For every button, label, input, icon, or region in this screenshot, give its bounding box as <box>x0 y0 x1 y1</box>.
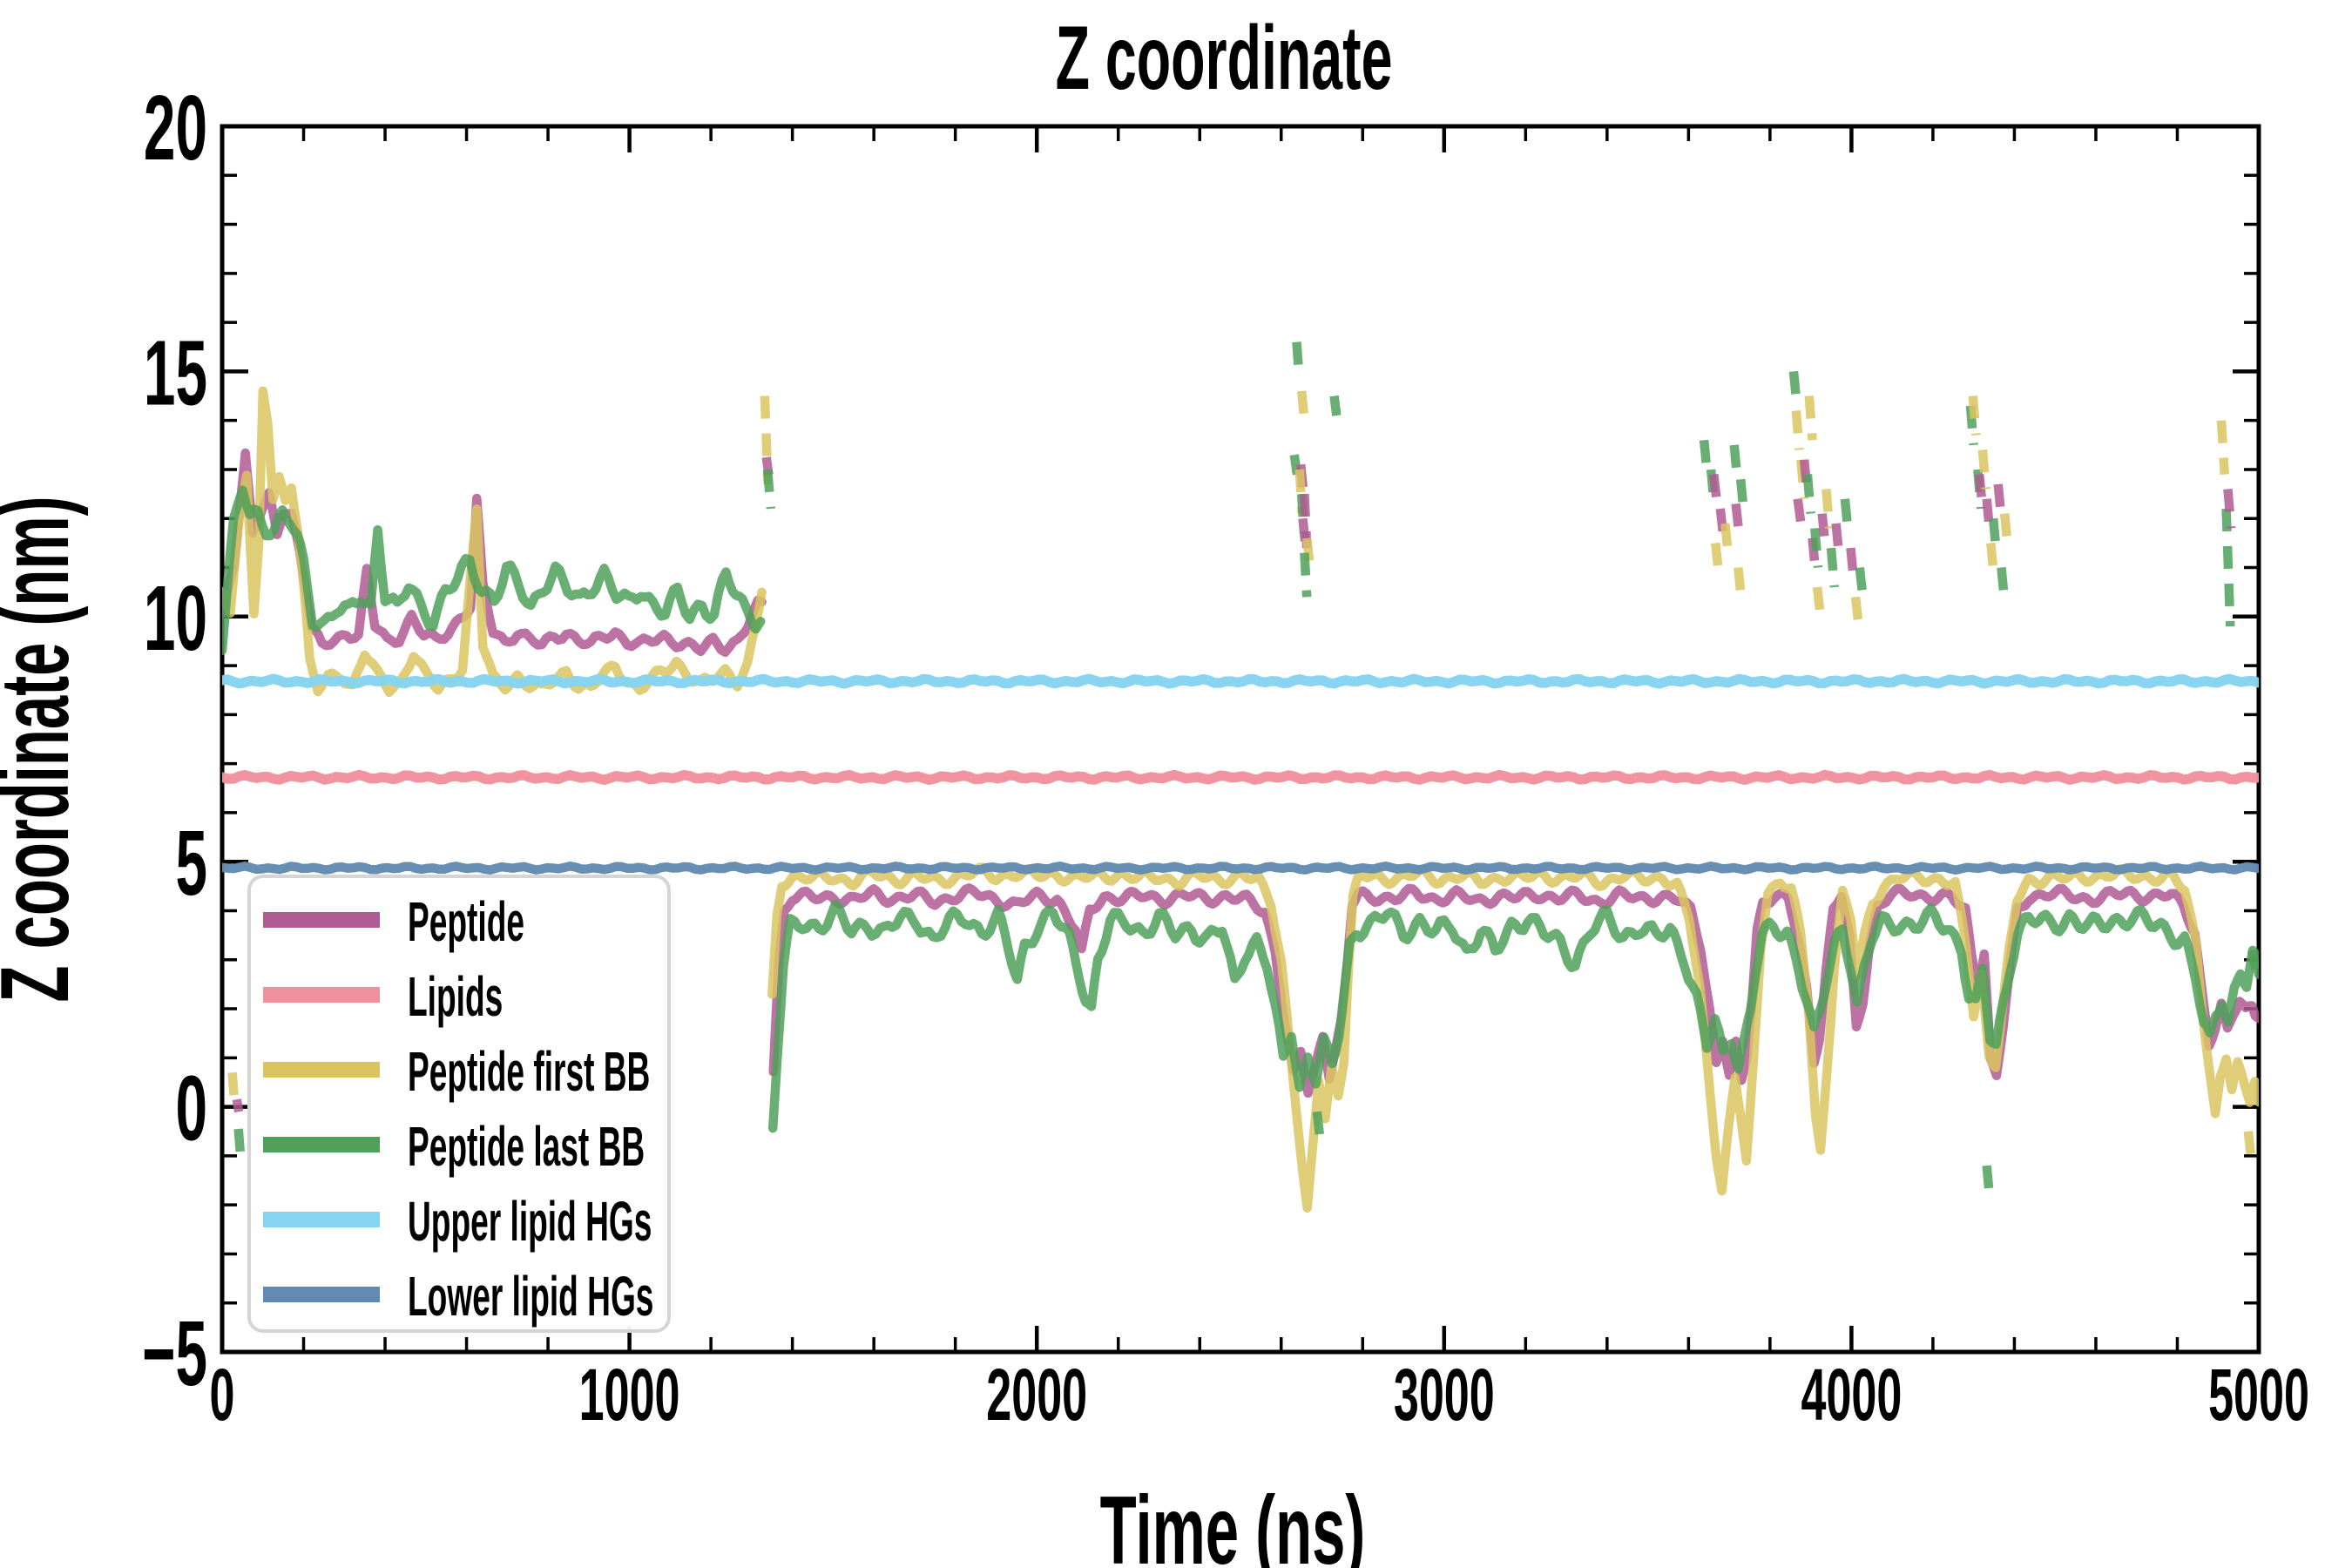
legend-label: Peptide first BB <box>408 1042 650 1104</box>
y-tick-label: 20 <box>144 76 207 179</box>
legend-label: Lipids <box>408 967 503 1029</box>
dashed-segment-peptide-first-bb <box>1711 542 1724 573</box>
legend-label: Lower lipid HGs <box>408 1267 653 1328</box>
dashed-segment-peptide-first-bb <box>1804 395 1817 441</box>
legend: Peptide Lipids Peptide first BB Peptide las… <box>247 875 671 1333</box>
y-axis-label: Z coordinate (nm) <box>0 496 89 1002</box>
dashed-segment-peptide <box>1846 547 1859 583</box>
dashed-segment-peptide-last-bb <box>1997 567 2010 603</box>
dashed-segment-peptide-first-bb <box>1977 449 1990 490</box>
x-axis-label: Time (ns) <box>1100 1476 1366 1568</box>
dashed-segment-peptide-first-bb <box>1812 586 1826 618</box>
dashed-segment-peptide <box>1993 483 2006 519</box>
y-tick-label: −5 <box>142 1301 207 1405</box>
chart-generated: 0 1000 2000 3000 4000 5000−505101520PeptideLi… <box>142 76 2309 1436</box>
dashed-segment-peptide <box>1715 508 1728 539</box>
dashed-segment-peptide-last-bb <box>1729 444 1742 480</box>
dashed-segment-peptide-last-bb <box>1810 528 1823 568</box>
dashed-segment-peptide-last-bb <box>1802 474 1815 515</box>
dashed-segment-peptide <box>232 1098 244 1113</box>
dashed-segment-peptide-first-bb <box>1850 596 1864 627</box>
dashed-segment-peptide-first-bb <box>1734 567 1747 603</box>
legend-item-peptide-first-bb: Peptide first BB <box>263 1042 650 1104</box>
dashed-segment-peptide-last-bb <box>1300 552 1312 598</box>
legend-item-lower-lipid-hgs: Lower lipid HGs <box>263 1267 653 1328</box>
legend-item-upper-lipid-hgs: Upper lipid HGs <box>263 1192 652 1254</box>
dashed-segment-peptide-first-bb <box>760 395 773 485</box>
x-tick-label: 1000 <box>579 1354 680 1436</box>
dashed-segment-peptide-last-bb <box>1735 478 1749 515</box>
y-tick-label: 0 <box>175 1056 207 1159</box>
legend-item-peptide-last-bb: Peptide last BB <box>263 1117 645 1179</box>
dashed-segment-peptide-first-bb <box>1294 469 1307 514</box>
dashed-segment-peptide-last-bb <box>1292 341 1304 377</box>
legend-item-lipids: Lipids <box>263 967 503 1029</box>
dashed-segment-peptide-last-bb <box>762 469 776 510</box>
dashed-segment-peptide-first-bb <box>227 1071 240 1103</box>
dashed-segment-peptide <box>1974 474 1988 510</box>
dashed-segment-peptide-first-bb <box>1999 513 2013 549</box>
legend-label: Peptide <box>408 892 524 954</box>
legend-label: Upper lipid HGs <box>408 1192 652 1254</box>
dashed-segment-peptide-last-bb <box>233 1128 246 1161</box>
dashed-segment-peptide-first-bb <box>2216 420 2229 475</box>
series-upper-lipid-hgs <box>222 673 2259 689</box>
x-tick-labels: 0 1000 2000 3000 4000 5000 <box>210 1354 2309 1436</box>
dashed-segment-peptide-first-bb <box>1720 523 1734 558</box>
chart-title: Z coordinate <box>1056 8 1393 108</box>
dashed-segment-peptide <box>2223 489 2236 529</box>
dashed-segment-peptide-first-bb <box>1296 390 1309 416</box>
x-tick-label: 5000 <box>2208 1354 2309 1436</box>
dashed-segment-peptide-last-bb <box>1788 370 1801 407</box>
dashed-segment-peptide-first-bb <box>1968 395 1981 436</box>
dashed-segment-peptide-first-bb <box>1986 542 1999 578</box>
legend-item-peptide: Peptide <box>263 892 524 954</box>
y-tick-label: 5 <box>175 811 207 915</box>
dashed-segments <box>227 341 2259 1201</box>
series-peptide-first-bb <box>222 386 2259 1213</box>
dashed-segment-peptide-last-bb <box>1988 517 2002 554</box>
dashed-segment-peptide-last-bb <box>1826 547 1839 588</box>
dashed-segment-peptide <box>1817 513 1830 549</box>
dashed-segment-peptide-last-bb <box>1982 1165 1995 1201</box>
dashed-segment-peptide-last-bb <box>1855 566 1868 598</box>
dashed-segment-peptide <box>1731 503 1744 534</box>
axis-ticks <box>220 124 2261 1355</box>
y-tick-labels: −5 0 5 10 15 20 <box>142 76 207 1405</box>
x-tick-label: 2000 <box>986 1354 1087 1436</box>
x-tick-label: 3000 <box>1394 1354 1495 1436</box>
dashed-segment-peptide-last-bb <box>2247 949 2259 970</box>
x-tick-label: 0 <box>210 1354 235 1436</box>
series-lipids <box>222 769 2259 785</box>
dashed-segment-peptide-last-bb <box>1840 498 1853 534</box>
legend-label: Peptide last BB <box>408 1117 645 1179</box>
dashed-segment-peptide <box>1831 523 1844 558</box>
series-lower-lipid-hgs <box>222 862 2259 875</box>
dashed-segment-peptide-last-bb <box>1699 439 1713 476</box>
dashed-segment-peptide <box>1709 474 1722 504</box>
dashed-segment-peptide <box>1793 498 1806 524</box>
dashed-segment-peptide-last-bb <box>1312 1111 1325 1142</box>
dashed-segment-peptide <box>1982 498 1995 534</box>
y-tick-label: 10 <box>144 566 207 670</box>
dashed-segment-peptide-last-bb <box>1329 395 1342 416</box>
dashed-segment-peptide-first-bb <box>1821 489 1835 529</box>
y-tick-label: 15 <box>144 321 207 424</box>
series-peptide-last-bb <box>222 485 2259 1133</box>
dashed-segment-peptide-first-bb <box>1791 409 1804 450</box>
dashed-segment-peptide-first-bb <box>2243 1131 2256 1162</box>
x-tick-label: 4000 <box>1801 1354 1902 1436</box>
